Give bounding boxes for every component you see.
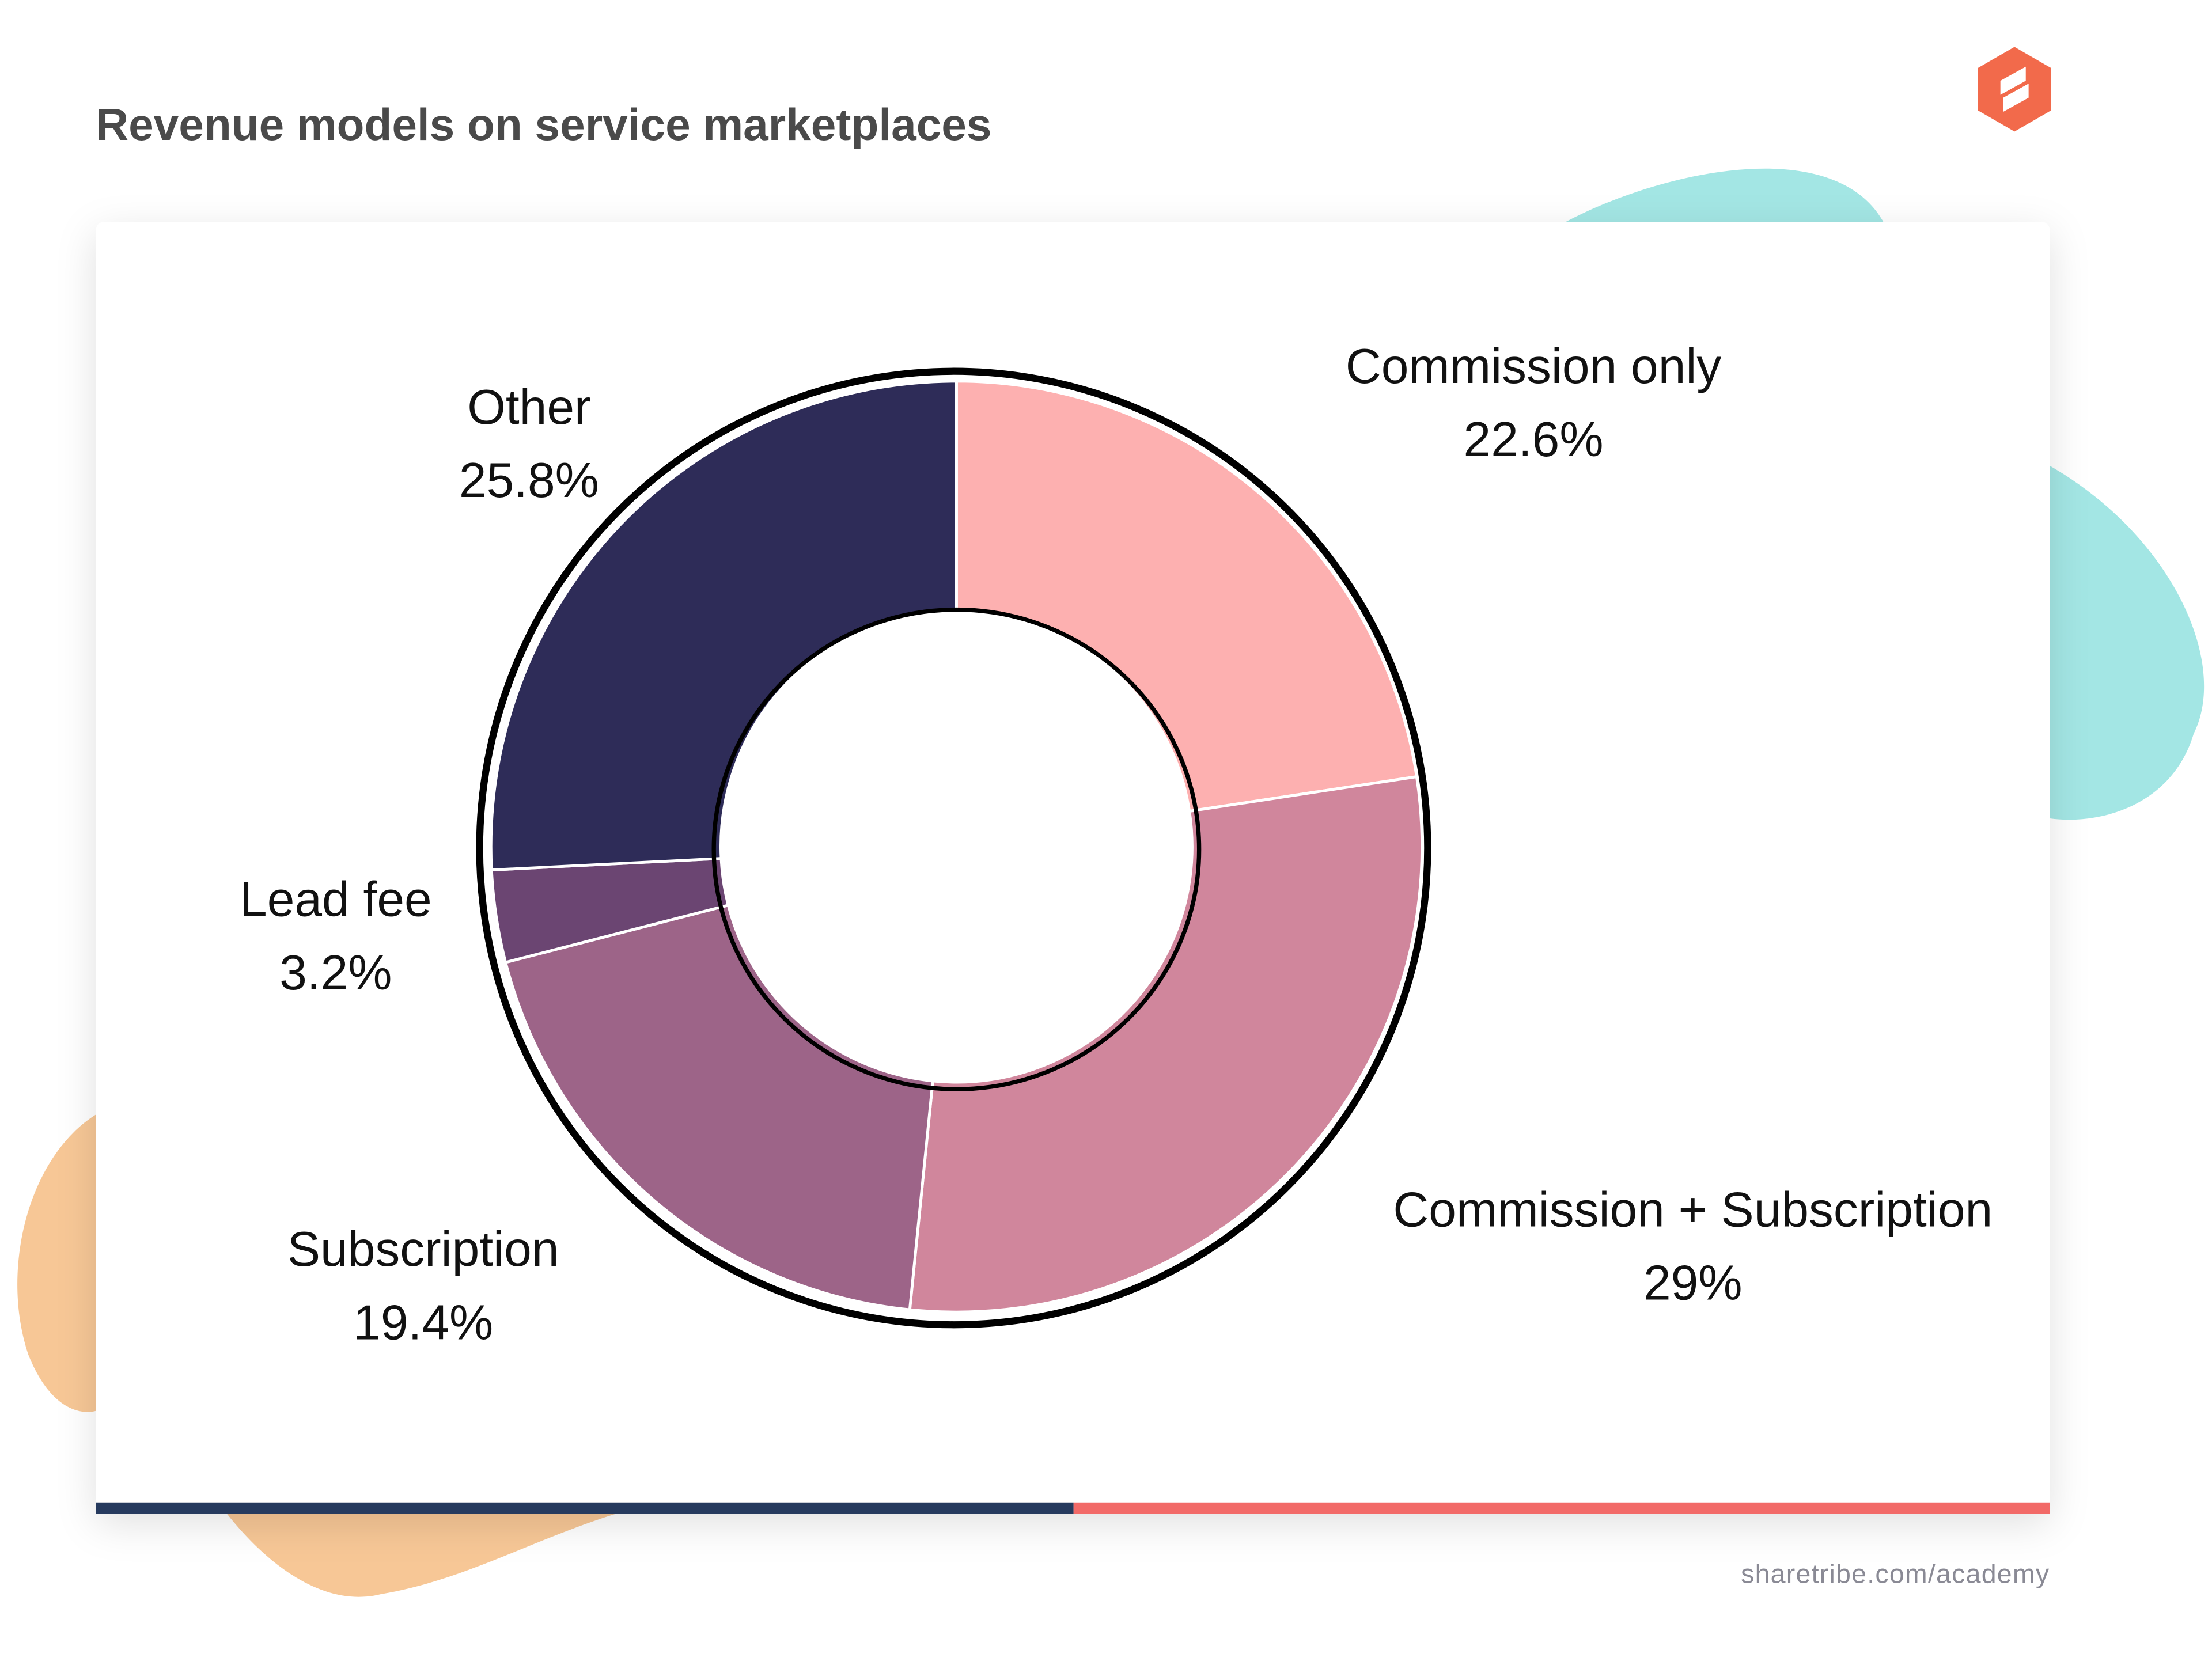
value-label: 22.6%	[1464, 412, 1604, 467]
value-label: 29%	[1643, 1256, 1743, 1311]
chart-title: Revenue models on service marketplaces	[96, 99, 992, 150]
value-label: 19.4%	[353, 1295, 493, 1350]
donut-segment	[955, 380, 1419, 813]
card-bar	[96, 1502, 1074, 1514]
outline	[476, 367, 1431, 1329]
card-bar	[1073, 1502, 2050, 1514]
category-label: Commission only	[1346, 339, 1722, 394]
logo	[1978, 47, 2051, 132]
value-label: 25.8%	[459, 453, 599, 508]
category-label: Lead fee	[240, 872, 432, 927]
category-label: Subscription	[287, 1222, 559, 1277]
donut-segment	[908, 775, 1424, 1314]
donut-segment	[489, 380, 958, 872]
category-label: Other	[467, 380, 590, 435]
category-label: Commission + Subscription	[1393, 1182, 1993, 1237]
source: sharetribe.com/academy	[1741, 1558, 2050, 1588]
value-label: 3.2%	[279, 945, 392, 1000]
outline	[711, 607, 1202, 1091]
donut-segment	[503, 903, 935, 1311]
